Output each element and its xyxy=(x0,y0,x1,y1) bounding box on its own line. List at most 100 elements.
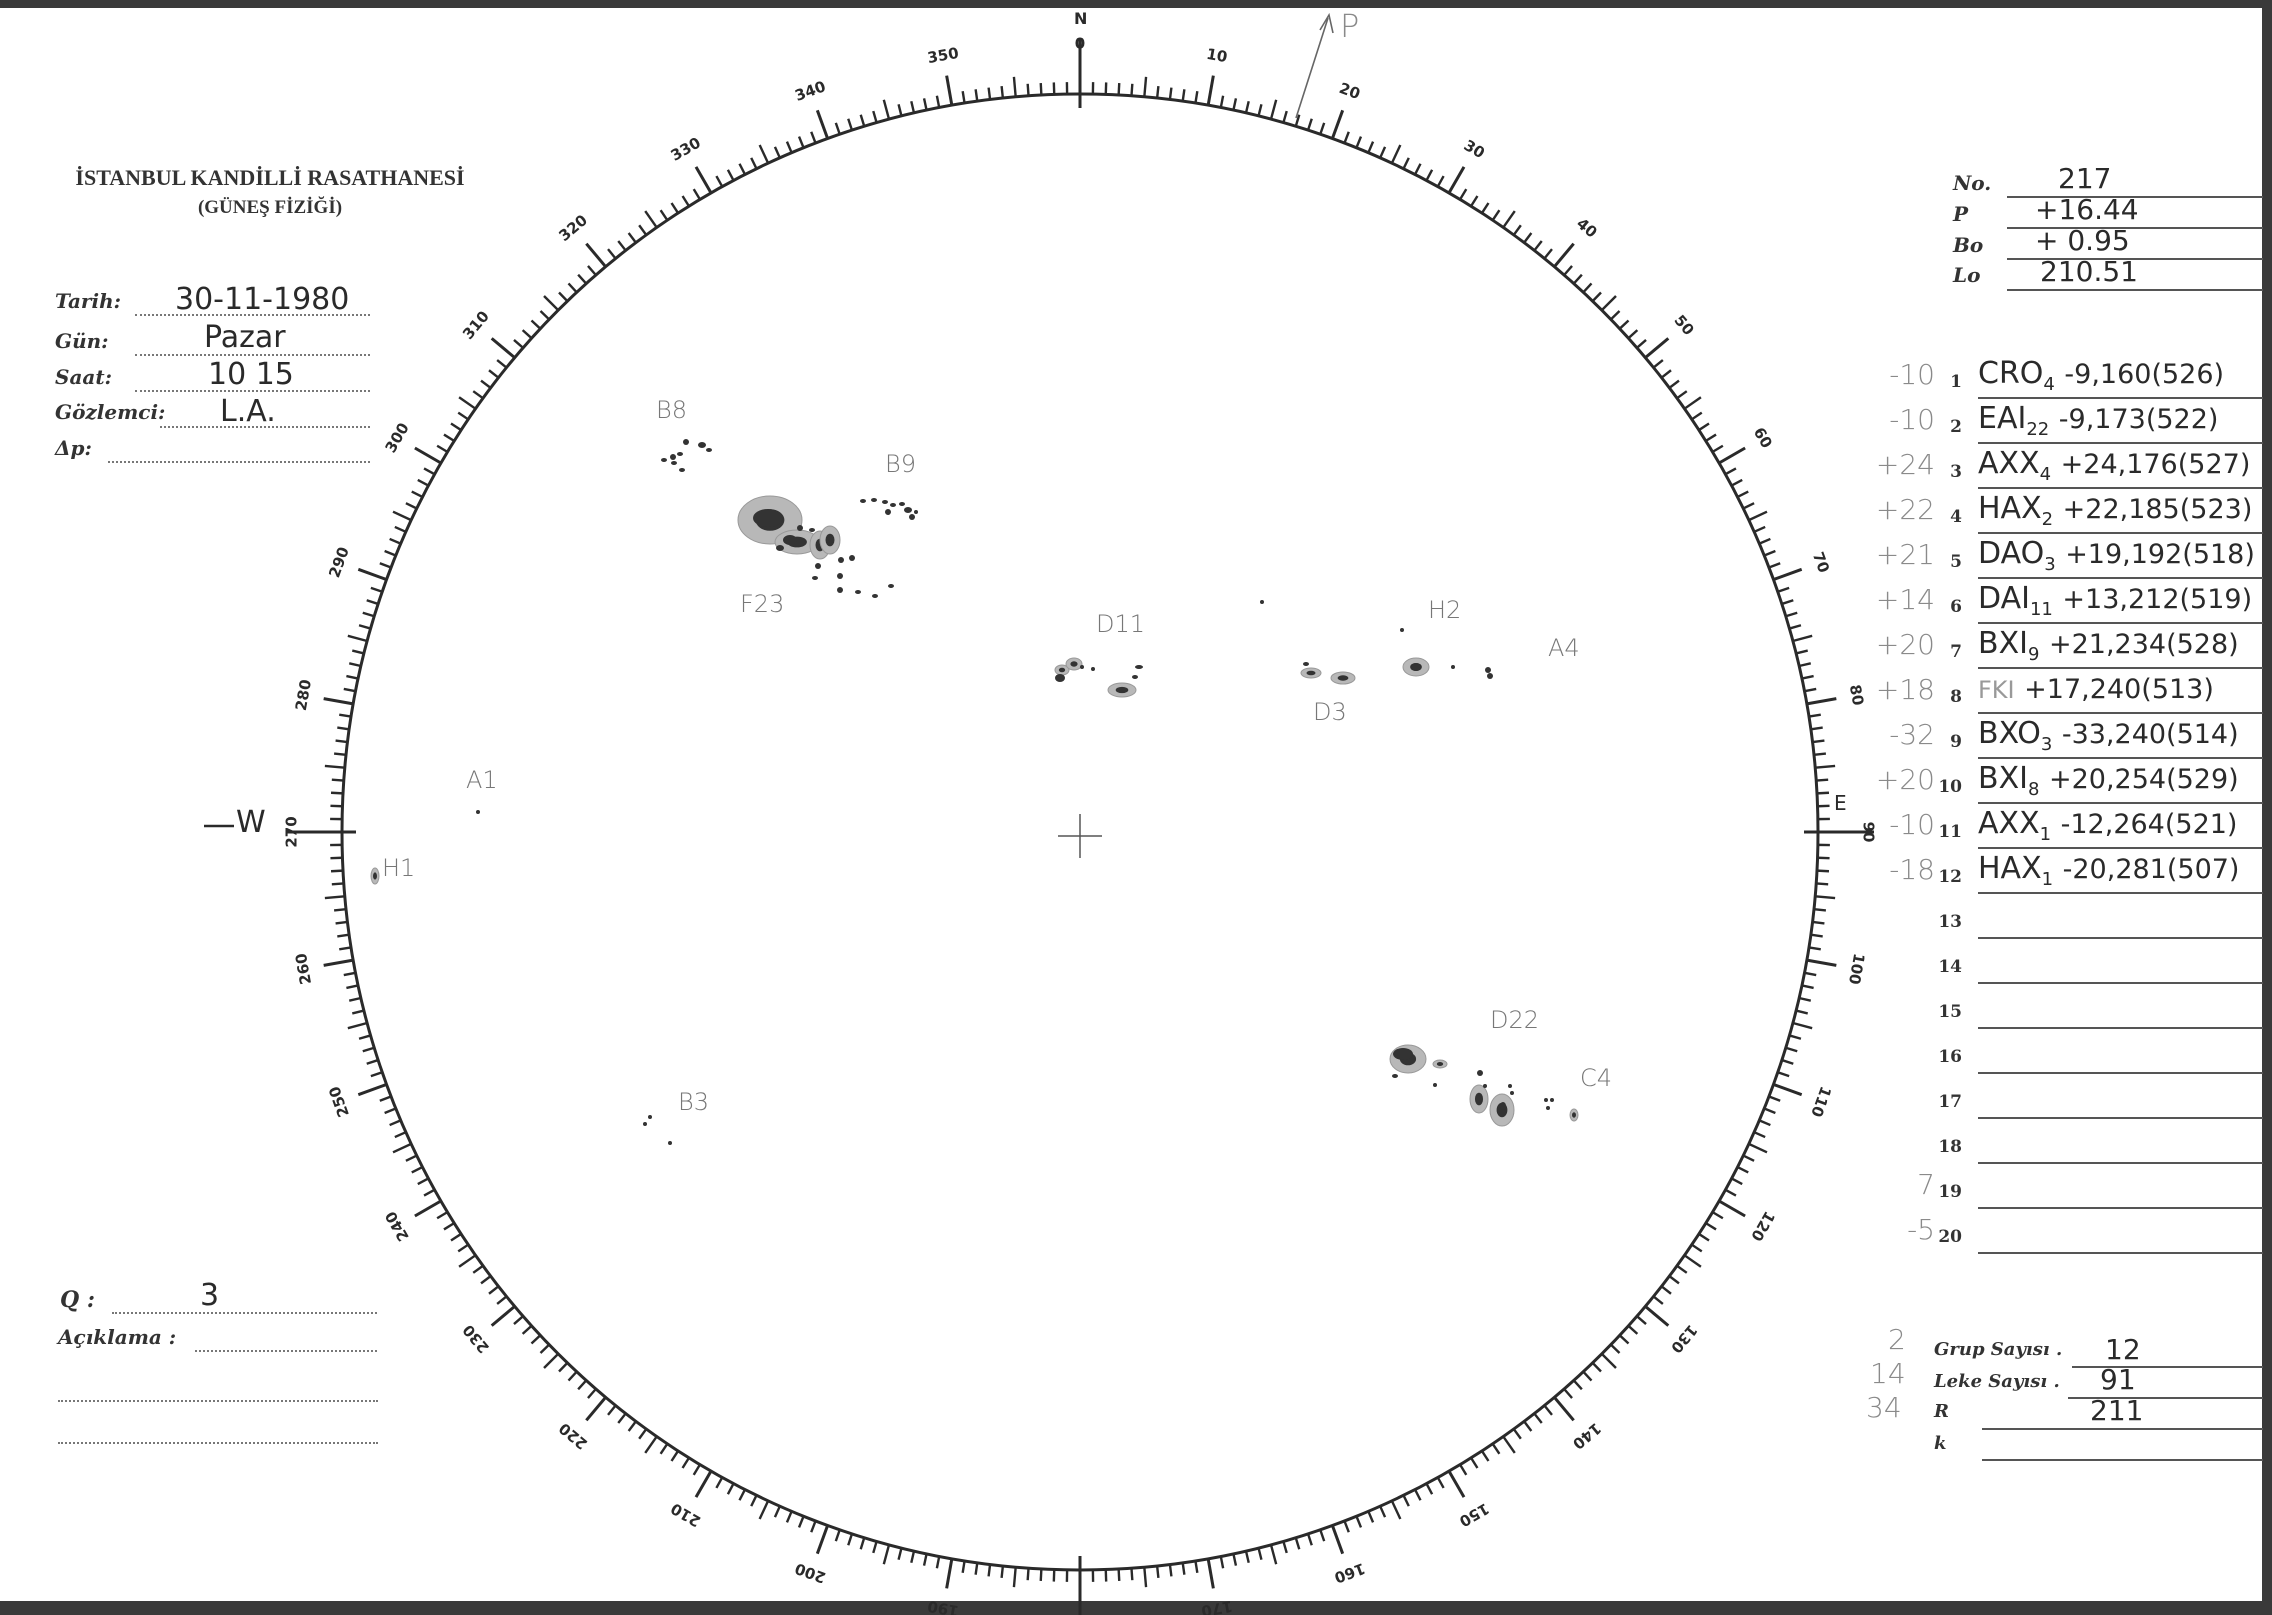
dial-tick xyxy=(681,195,690,207)
dial-tick xyxy=(617,240,627,252)
dial-tick xyxy=(1367,1510,1375,1523)
sunspot-umbra xyxy=(890,503,896,507)
lo-field[interactable] xyxy=(2007,289,2263,291)
group-row-field[interactable] xyxy=(1978,847,2263,849)
group-region: (522) xyxy=(2145,404,2219,435)
group-row-number: 8 xyxy=(1950,687,1962,707)
spot-count-field[interactable] xyxy=(2068,1397,2263,1399)
group-row-field[interactable] xyxy=(1978,1117,2263,1119)
group-row-field[interactable] xyxy=(1978,937,2263,939)
dial-tick xyxy=(1806,697,1837,706)
sunspot-umbra xyxy=(1400,628,1404,632)
bo-field[interactable] xyxy=(2007,258,2263,260)
group-row-field[interactable] xyxy=(1978,1072,2263,1074)
sunspot-umbra xyxy=(1508,1084,1512,1088)
dial-tick xyxy=(1748,1142,1768,1154)
day-field[interactable] xyxy=(135,354,370,356)
dial-tick xyxy=(638,1428,648,1440)
dial-tick xyxy=(1758,1119,1771,1127)
group-row-field[interactable] xyxy=(1978,442,2263,444)
dial-tick xyxy=(543,295,560,312)
sunspot-umbra xyxy=(668,1141,672,1145)
k-field[interactable] xyxy=(1982,1459,2263,1461)
sunspot-umbra xyxy=(648,1115,652,1119)
date-field[interactable] xyxy=(135,314,370,316)
dial-tick xyxy=(1331,109,1345,140)
dial-tick xyxy=(1000,1565,1005,1579)
group-row-field[interactable] xyxy=(1978,487,2263,489)
q-field[interactable] xyxy=(112,1312,377,1314)
group-count-field[interactable] xyxy=(2072,1366,2263,1368)
dial-tick xyxy=(1792,634,1813,643)
delta-p-field[interactable] xyxy=(108,461,370,463)
dial-tick xyxy=(577,1379,588,1391)
group-row-field[interactable] xyxy=(1978,757,2263,759)
time-field[interactable] xyxy=(135,390,370,392)
dial-tick xyxy=(1491,1443,1501,1455)
dial-tick xyxy=(1772,567,1803,581)
dial-tick xyxy=(1798,662,1812,668)
dial-tick xyxy=(1155,1565,1160,1579)
group-row-field[interactable] xyxy=(1978,532,2263,534)
group-row-field[interactable] xyxy=(1978,1027,2263,1029)
group-position: -12,264 xyxy=(2060,809,2165,840)
sunspot-umbra xyxy=(1477,1070,1483,1076)
dial-tick xyxy=(521,1324,533,1335)
dial-tick xyxy=(694,166,713,194)
dial-tick xyxy=(1502,1435,1516,1454)
notes-line-3[interactable] xyxy=(58,1442,378,1444)
dial-tick xyxy=(670,202,680,214)
group-row-field[interactable] xyxy=(1978,892,2263,894)
dial-tick xyxy=(715,175,724,188)
group-row-field[interactable] xyxy=(1978,667,2263,669)
sunspot-umbra xyxy=(1411,663,1421,671)
dial-tick xyxy=(1319,1529,1326,1542)
dial-label: 60 xyxy=(1750,424,1776,451)
sunspot-umbra xyxy=(1306,670,1316,676)
group-row-number: 15 xyxy=(1938,1002,1962,1022)
observer-field[interactable] xyxy=(160,426,370,428)
dial-label: 40 xyxy=(1573,214,1601,241)
group-row-field[interactable] xyxy=(1978,802,2263,804)
group-row-pencil-lat: +20 xyxy=(1875,763,1935,796)
dial-tick xyxy=(681,1457,690,1469)
group-spot-count: 8 xyxy=(2027,779,2040,800)
group-row-field[interactable] xyxy=(1978,577,2263,579)
group-row-field[interactable] xyxy=(1978,622,2263,624)
dial-tick xyxy=(961,1560,966,1573)
r-field[interactable] xyxy=(1982,1428,2263,1430)
sunspot-umbra xyxy=(1055,674,1065,682)
dial-tick xyxy=(1294,1537,1301,1550)
q-label: Q : xyxy=(60,1287,95,1313)
group-row-field[interactable] xyxy=(1978,1252,2263,1254)
dial-tick xyxy=(362,1046,375,1053)
group-row-field[interactable] xyxy=(1978,712,2263,714)
p-field[interactable] xyxy=(2007,227,2263,229)
group-row-field[interactable] xyxy=(1978,982,2263,984)
notes-field[interactable] xyxy=(195,1350,377,1352)
notes-line-2[interactable] xyxy=(58,1400,378,1402)
group-row-pencil-lat: -5 xyxy=(1907,1213,1935,1246)
dial-tick xyxy=(1676,1264,1688,1274)
p-axis-arrowhead-icon xyxy=(1319,12,1334,34)
sunspot-umbra xyxy=(1393,1048,1413,1060)
north-label: N xyxy=(1074,9,1088,28)
dial-tick xyxy=(1306,118,1313,131)
dial-tick xyxy=(1523,1420,1533,1432)
group-class: HAX xyxy=(1978,851,2042,886)
group-row-field[interactable] xyxy=(1978,1162,2263,1164)
sunspot-group-label: D22 xyxy=(1490,1006,1540,1034)
sunspot-umbra xyxy=(1132,675,1138,679)
group-row-field[interactable] xyxy=(1978,1207,2263,1209)
group-count-pencil: 2 xyxy=(1888,1323,1906,1356)
group-row-pencil-lat: 7 xyxy=(1917,1168,1935,1201)
group-class: AXX xyxy=(1978,446,2040,481)
bo-value: + 0.95 xyxy=(2035,224,2130,257)
group-row-field[interactable] xyxy=(1978,397,2263,399)
dial-tick xyxy=(945,75,954,106)
no-field[interactable] xyxy=(2007,196,2263,198)
group-row-number: 14 xyxy=(1938,957,1962,977)
dial-label: 270 xyxy=(283,816,301,847)
dial-label: 160 xyxy=(1332,1559,1368,1587)
group-position: +22,185 xyxy=(2062,494,2180,525)
